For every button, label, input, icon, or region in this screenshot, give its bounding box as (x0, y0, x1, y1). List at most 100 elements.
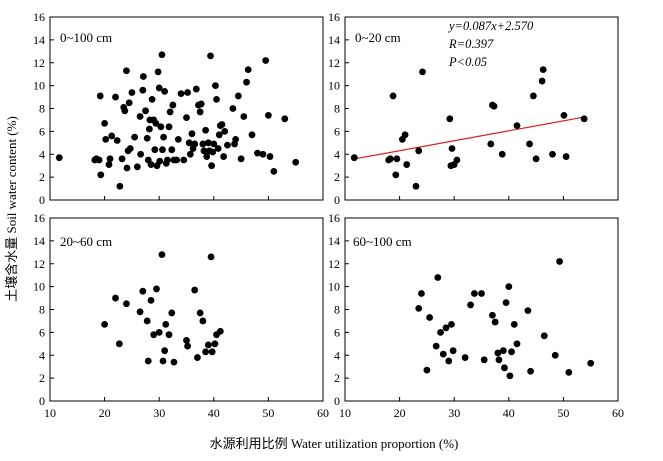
data-point-0-100 (281, 115, 289, 123)
data-point-0-20 (487, 140, 495, 148)
data-point-60-100 (480, 356, 488, 364)
data-point-60-100 (478, 290, 485, 297)
data-point-0-100 (240, 113, 248, 120)
data-point-0-100 (184, 89, 191, 96)
data-point-0-100 (207, 52, 214, 60)
data-point-20-60 (208, 348, 216, 356)
data-point-0-20 (549, 150, 556, 158)
data-point-20-60 (165, 331, 173, 339)
data-point-0-100 (208, 162, 216, 170)
data-point-60-100 (489, 311, 496, 319)
data-point-60-100 (565, 369, 573, 376)
data-point-20-60 (143, 317, 151, 325)
data-point-20-60 (112, 294, 119, 302)
y-tick-label: 10 (328, 79, 340, 93)
data-point-0-100 (220, 153, 228, 160)
data-point-0-20 (403, 161, 411, 168)
data-point-60-100 (432, 342, 440, 350)
y-tick-label: 8 (334, 102, 340, 116)
data-point-0-20 (393, 155, 401, 163)
data-point-0-100 (139, 73, 147, 80)
y-tick-label: 10 (328, 280, 340, 294)
y-tick-label: 0 (334, 394, 340, 408)
data-point-0-100 (97, 171, 105, 179)
y-tick-label: 10 (33, 280, 45, 294)
data-point-0-100 (161, 87, 169, 95)
data-point-20-60 (123, 300, 130, 308)
y-tick-label: 8 (39, 102, 45, 116)
data-point-0-100 (136, 113, 144, 120)
data-point-20-60 (101, 320, 108, 328)
y-tick-label: 16 (33, 10, 45, 24)
data-point-0-100 (113, 137, 121, 144)
data-point-0-100 (254, 149, 261, 157)
data-point-0-20 (350, 154, 358, 162)
y-tick-label: 6 (334, 325, 340, 339)
y-tick-label: 4 (334, 147, 340, 161)
data-point-60-100 (540, 332, 548, 340)
data-point-0-100 (243, 78, 250, 86)
data-point-0-100 (106, 155, 114, 163)
data-point-0-20 (532, 155, 540, 163)
data-point-0-100 (148, 95, 156, 103)
data-point-20-60 (115, 340, 123, 348)
data-point-0-100 (218, 121, 226, 128)
data-point-20-60 (158, 251, 166, 258)
data-point-20-60 (139, 287, 147, 295)
data-point-20-60 (202, 348, 210, 356)
y-tick-label: 4 (39, 147, 45, 161)
data-point-0-100 (158, 51, 166, 59)
regression-r: R=0.397 (448, 37, 494, 51)
data-point-0-100 (266, 153, 274, 160)
data-point-60-100 (445, 357, 453, 365)
panel-label-60-100: 60~100 cm (353, 234, 412, 249)
data-point-0-20 (526, 140, 533, 148)
data-point-20-60 (144, 357, 152, 365)
data-point-0-100 (265, 111, 272, 119)
y-tick-label: 4 (39, 348, 45, 362)
data-point-0-100 (102, 135, 110, 143)
data-point-0-100 (186, 150, 194, 158)
data-point-0-100 (139, 86, 147, 94)
data-point-0-20 (513, 122, 521, 130)
data-point-20-60 (207, 253, 215, 261)
data-point-0-100 (204, 139, 212, 147)
data-point-0-100 (192, 85, 200, 93)
data-point-60-100 (471, 290, 478, 297)
data-point-0-20 (412, 182, 420, 190)
data-point-60-100 (418, 290, 425, 297)
data-point-60-100 (513, 340, 521, 348)
x-tick-label: 50 (262, 406, 274, 420)
data-point-0-100 (215, 131, 223, 139)
data-point-20-60 (161, 347, 169, 355)
y-tick-label: 8 (39, 303, 45, 317)
data-point-60-100 (491, 318, 499, 326)
x-tick-label: 20 (99, 406, 111, 420)
data-point-60-100 (442, 324, 450, 332)
data-point-0-100 (168, 146, 176, 154)
data-point-0-100 (200, 147, 208, 155)
y-tick-label: 14 (328, 33, 340, 47)
data-point-0-20 (389, 92, 397, 100)
data-point-60-100 (448, 320, 455, 328)
data-point-60-100 (437, 328, 444, 336)
data-point-0-100 (108, 132, 116, 140)
data-point-60-100 (494, 349, 502, 357)
y-tick-label: 4 (334, 348, 340, 362)
data-point-0-100 (210, 140, 218, 148)
data-point-0-100 (163, 156, 171, 164)
data-point-0-100 (142, 107, 149, 115)
data-point-0-100 (292, 158, 300, 166)
data-point-0-100 (199, 140, 207, 148)
data-point-0-100 (145, 125, 153, 133)
y-tick-label: 16 (33, 211, 45, 225)
data-point-0-100 (157, 123, 165, 131)
data-point-60-100 (434, 274, 442, 281)
data-point-0-100 (151, 146, 159, 154)
data-point-0-100 (137, 150, 145, 158)
data-point-0-20 (448, 145, 456, 152)
y-tick-label: 2 (39, 371, 45, 385)
data-point-60-100 (502, 299, 510, 307)
data-point-0-100 (188, 130, 196, 138)
